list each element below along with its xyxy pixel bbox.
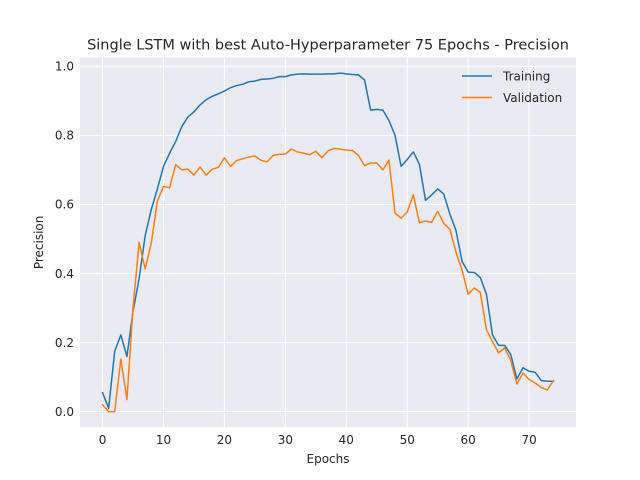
series-line-training — [101, 72, 555, 409]
legend-label-validation: Validation — [503, 91, 562, 105]
x-tick-label: 40 — [339, 433, 354, 447]
legend-label-training: Training — [502, 69, 550, 83]
x-tick-label: 20 — [217, 433, 232, 447]
plot-area — [80, 57, 576, 428]
y-tick-label: 0.2 — [55, 336, 74, 350]
x-tick-label: 30 — [278, 433, 293, 447]
x-axis-label: Epochs — [307, 452, 350, 466]
series-line-validation — [101, 147, 555, 413]
x-tick-label: 0 — [99, 433, 107, 447]
y-tick-label: 0.4 — [55, 267, 74, 281]
chart-title: Single LSTM with best Auto-Hyperparamete… — [87, 38, 569, 54]
y-tick-label: 0.0 — [55, 405, 74, 419]
y-axis-ticks: 0.0 0.2 0.4 0.6 0.8 1.0 — [55, 60, 74, 419]
y-tick-label: 0.8 — [55, 129, 74, 143]
series-layer — [101, 72, 555, 413]
x-tick-label: 60 — [461, 433, 476, 447]
x-tick-label: 50 — [400, 433, 415, 447]
y-tick-label: 0.6 — [55, 198, 74, 212]
x-tick-label: 70 — [521, 433, 536, 447]
y-axis-label: Precision — [32, 216, 46, 270]
y-tick-label: 1.0 — [55, 60, 74, 74]
legend: Training Validation — [462, 69, 562, 105]
x-axis-ticks: 0 10 20 30 40 50 60 70 — [99, 433, 537, 447]
x-tick-label: 10 — [156, 433, 171, 447]
